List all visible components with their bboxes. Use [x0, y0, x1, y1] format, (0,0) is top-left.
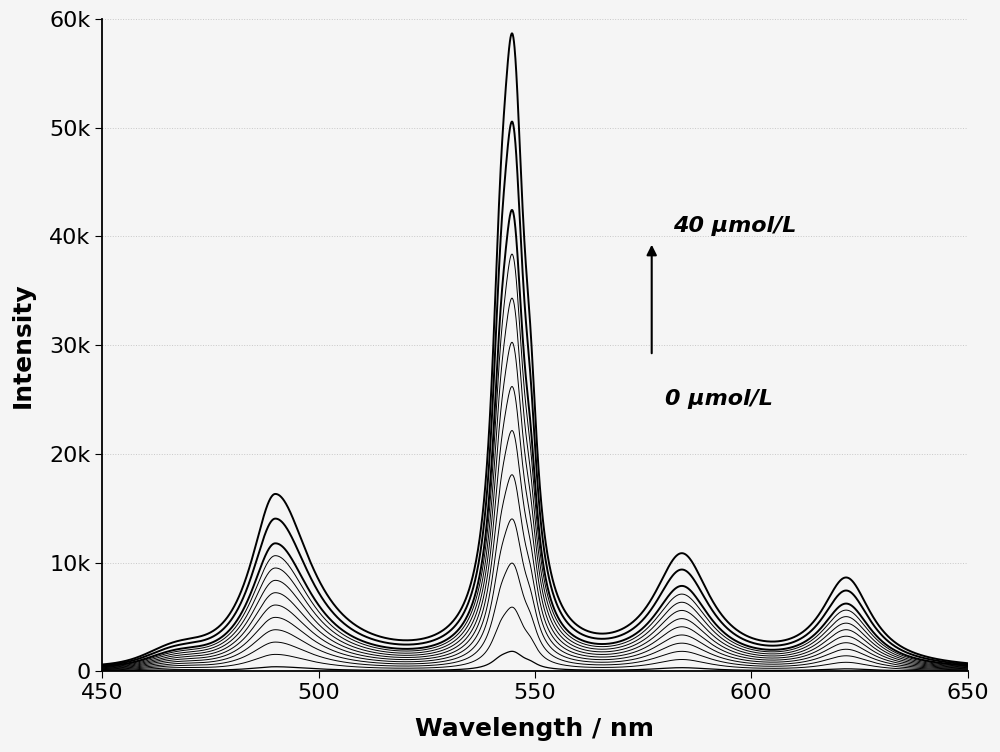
Text: 40 μmol/L: 40 μmol/L [673, 217, 797, 236]
X-axis label: Wavelength / nm: Wavelength / nm [415, 717, 654, 741]
Text: 0 μmol/L: 0 μmol/L [665, 389, 773, 408]
Y-axis label: Intensity: Intensity [11, 282, 35, 408]
